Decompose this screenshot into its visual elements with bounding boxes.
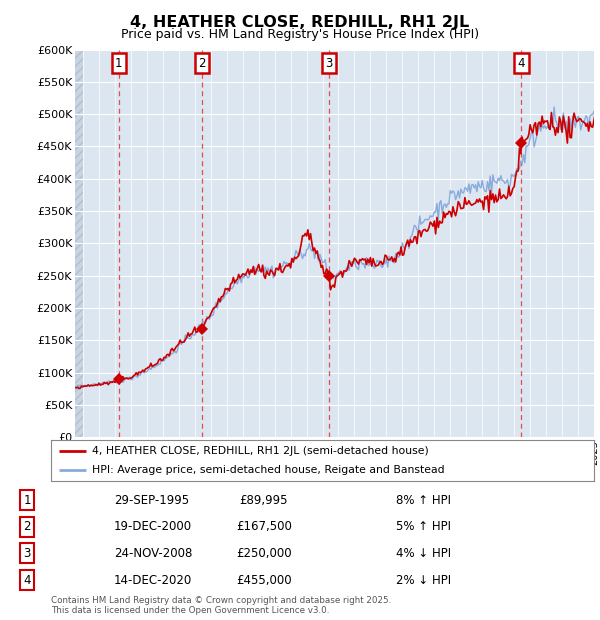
Text: 1: 1: [115, 56, 122, 69]
Text: 19-DEC-2000: 19-DEC-2000: [114, 520, 192, 533]
Text: 24-NOV-2008: 24-NOV-2008: [114, 547, 193, 560]
Text: 3: 3: [23, 547, 31, 560]
Text: Contains HM Land Registry data © Crown copyright and database right 2025.
This d: Contains HM Land Registry data © Crown c…: [51, 596, 391, 615]
Text: 5% ↑ HPI: 5% ↑ HPI: [396, 520, 451, 533]
Text: £455,000: £455,000: [236, 574, 292, 587]
Text: £89,995: £89,995: [240, 494, 288, 507]
Text: 4, HEATHER CLOSE, REDHILL, RH1 2JL: 4, HEATHER CLOSE, REDHILL, RH1 2JL: [130, 16, 470, 30]
Text: £167,500: £167,500: [236, 520, 292, 533]
Text: 4: 4: [518, 56, 525, 69]
Text: 3: 3: [325, 56, 332, 69]
Text: 2% ↓ HPI: 2% ↓ HPI: [396, 574, 451, 587]
Text: Price paid vs. HM Land Registry's House Price Index (HPI): Price paid vs. HM Land Registry's House …: [121, 28, 479, 41]
Text: 4% ↓ HPI: 4% ↓ HPI: [396, 547, 451, 560]
Text: 14-DEC-2020: 14-DEC-2020: [114, 574, 192, 587]
Text: 8% ↑ HPI: 8% ↑ HPI: [396, 494, 451, 507]
Text: 29-SEP-1995: 29-SEP-1995: [114, 494, 189, 507]
Text: 1: 1: [23, 494, 31, 507]
Text: £250,000: £250,000: [236, 547, 292, 560]
Text: HPI: Average price, semi-detached house, Reigate and Banstead: HPI: Average price, semi-detached house,…: [92, 464, 445, 475]
Text: 2: 2: [23, 520, 31, 533]
Text: 4, HEATHER CLOSE, REDHILL, RH1 2JL (semi-detached house): 4, HEATHER CLOSE, REDHILL, RH1 2JL (semi…: [92, 446, 428, 456]
Text: 2: 2: [199, 56, 206, 69]
Text: 4: 4: [23, 574, 31, 587]
